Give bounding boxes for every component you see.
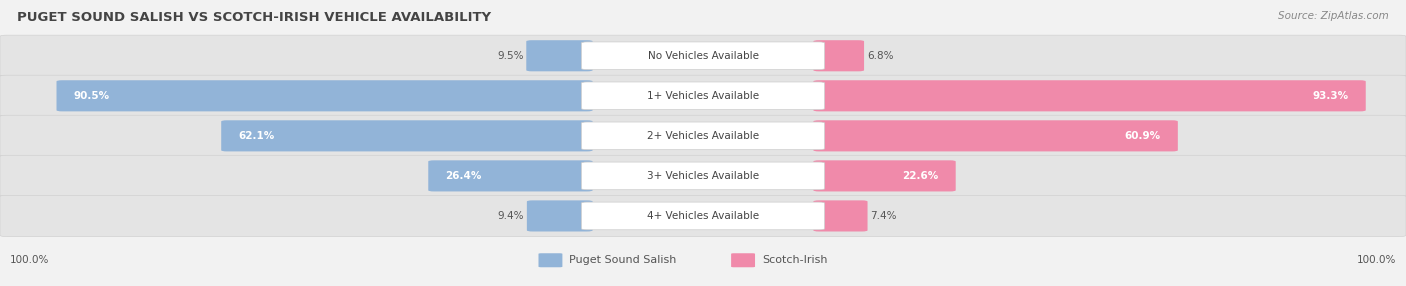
FancyBboxPatch shape bbox=[813, 40, 865, 71]
FancyBboxPatch shape bbox=[813, 200, 868, 231]
Text: Source: ZipAtlas.com: Source: ZipAtlas.com bbox=[1278, 11, 1389, 21]
Text: 4+ Vehicles Available: 4+ Vehicles Available bbox=[647, 211, 759, 221]
Text: 100.0%: 100.0% bbox=[10, 255, 49, 265]
Text: 1+ Vehicles Available: 1+ Vehicles Available bbox=[647, 91, 759, 101]
FancyBboxPatch shape bbox=[538, 253, 562, 267]
FancyBboxPatch shape bbox=[813, 120, 1178, 151]
Text: 62.1%: 62.1% bbox=[238, 131, 274, 141]
Text: 2+ Vehicles Available: 2+ Vehicles Available bbox=[647, 131, 759, 141]
Text: 93.3%: 93.3% bbox=[1313, 91, 1348, 101]
FancyBboxPatch shape bbox=[813, 80, 1365, 111]
Text: Scotch-Irish: Scotch-Irish bbox=[762, 255, 828, 265]
FancyBboxPatch shape bbox=[582, 82, 824, 110]
FancyBboxPatch shape bbox=[731, 253, 755, 267]
FancyBboxPatch shape bbox=[56, 80, 593, 111]
FancyBboxPatch shape bbox=[813, 160, 956, 191]
FancyBboxPatch shape bbox=[582, 162, 824, 190]
FancyBboxPatch shape bbox=[429, 160, 593, 191]
FancyBboxPatch shape bbox=[582, 202, 824, 230]
Text: PUGET SOUND SALISH VS SCOTCH-IRISH VEHICLE AVAILABILITY: PUGET SOUND SALISH VS SCOTCH-IRISH VEHIC… bbox=[17, 11, 491, 24]
Text: 9.4%: 9.4% bbox=[498, 211, 524, 221]
Text: 7.4%: 7.4% bbox=[870, 211, 897, 221]
Text: 100.0%: 100.0% bbox=[1357, 255, 1396, 265]
FancyBboxPatch shape bbox=[582, 122, 824, 150]
FancyBboxPatch shape bbox=[0, 115, 1406, 156]
FancyBboxPatch shape bbox=[221, 120, 593, 151]
FancyBboxPatch shape bbox=[0, 195, 1406, 237]
Text: 3+ Vehicles Available: 3+ Vehicles Available bbox=[647, 171, 759, 181]
Text: No Vehicles Available: No Vehicles Available bbox=[648, 51, 758, 61]
Text: 60.9%: 60.9% bbox=[1125, 131, 1161, 141]
Text: Puget Sound Salish: Puget Sound Salish bbox=[569, 255, 676, 265]
FancyBboxPatch shape bbox=[582, 42, 824, 69]
FancyBboxPatch shape bbox=[0, 75, 1406, 116]
Text: 22.6%: 22.6% bbox=[903, 171, 939, 181]
FancyBboxPatch shape bbox=[527, 200, 593, 231]
Text: 9.5%: 9.5% bbox=[496, 51, 523, 61]
FancyBboxPatch shape bbox=[526, 40, 593, 71]
Text: 90.5%: 90.5% bbox=[73, 91, 110, 101]
FancyBboxPatch shape bbox=[0, 155, 1406, 196]
Text: 26.4%: 26.4% bbox=[446, 171, 481, 181]
Text: 6.8%: 6.8% bbox=[868, 51, 893, 61]
FancyBboxPatch shape bbox=[0, 35, 1406, 76]
